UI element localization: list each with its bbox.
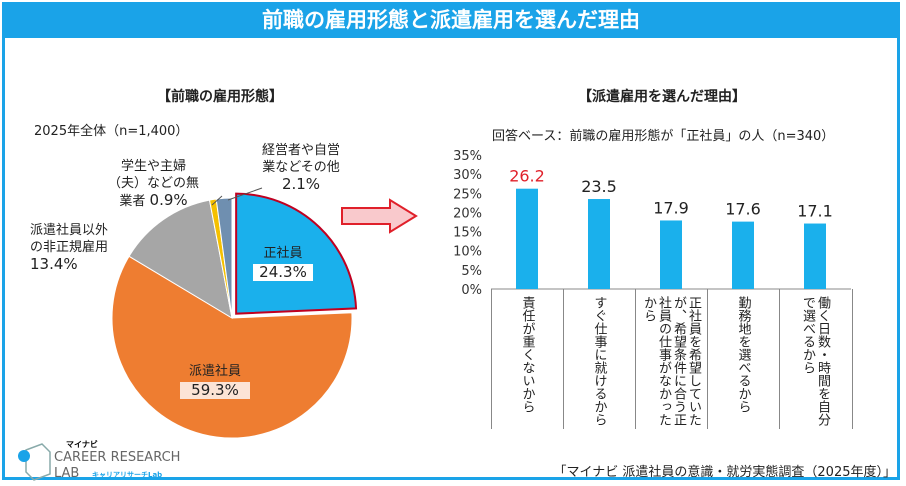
pie-slice bbox=[128, 199, 233, 320]
label-sonota-2: 業などその他 bbox=[262, 160, 340, 175]
y-tick-label: 35% bbox=[453, 149, 482, 164]
logo: マイナビ CAREER RESEARCH LAB キャリアリサーチLab bbox=[14, 440, 214, 484]
bar bbox=[732, 221, 754, 289]
x-category-cell bbox=[491, 289, 564, 429]
leader-line bbox=[211, 195, 223, 206]
x-category-cell bbox=[779, 289, 853, 429]
y-tick-label: 0% bbox=[461, 283, 482, 298]
y-tick-label: 15% bbox=[453, 226, 482, 241]
x-category-cell bbox=[635, 289, 708, 429]
pie-slice bbox=[215, 197, 233, 319]
bar bbox=[516, 188, 538, 289]
bar-value-label: 26.2 bbox=[509, 167, 545, 186]
bar bbox=[804, 223, 826, 289]
y-tick-label: 25% bbox=[453, 187, 482, 202]
value-mugyo: 0.9% bbox=[149, 191, 188, 209]
x-category-label: 勤務地を選べるから bbox=[735, 296, 751, 413]
label-mugyo-2: （夫）などの無 bbox=[108, 176, 200, 191]
label-hiseiki-2: の非正規雇用 bbox=[30, 240, 109, 255]
value-hiseiki: 13.4% bbox=[30, 255, 78, 273]
label-haken: 派遣社員 bbox=[188, 364, 241, 379]
x-category-label: 働く日数・時間を自分で選べるから bbox=[800, 296, 830, 426]
bar-value-label: 23.5 bbox=[581, 177, 617, 196]
page-title: 前職の雇用形態と派遣雇用を選んだ理由 bbox=[2, 2, 900, 38]
x-category-label: 正社員を希望していたが、希望条件に合う正社員の仕事がなかったから bbox=[641, 296, 701, 426]
logo-sub: キャリアリサーチLab bbox=[92, 471, 163, 479]
arrow-icon bbox=[341, 198, 418, 234]
logo-brand: マイナビ bbox=[66, 440, 98, 449]
pie-subtitle: 2025年全体（n=1,400） bbox=[34, 124, 189, 139]
y-tick-label: 30% bbox=[453, 168, 482, 183]
value-sonota: 2.1% bbox=[281, 175, 321, 193]
bar-value-label: 17.1 bbox=[797, 202, 833, 221]
pie-title: 【前職の雇用形態】 bbox=[157, 89, 283, 105]
bar-title: 【派遣雇用を選んだ理由】 bbox=[578, 89, 746, 105]
label-sonota: 経営者や自営 bbox=[262, 143, 341, 158]
label-hiseiki: 派遣社員以外 bbox=[30, 223, 109, 238]
logo-line1: CAREER RESEARCH bbox=[54, 450, 181, 465]
x-category-cell bbox=[707, 289, 780, 429]
logo-line2: LAB bbox=[54, 466, 80, 481]
x-category-label: すぐ仕事に就けるから bbox=[591, 296, 607, 426]
bar-value-label: 17.6 bbox=[725, 200, 761, 219]
label-seishain: 正社員 bbox=[263, 246, 303, 261]
bar-subtitle: 回答ベース：前職の雇用形態が「正社員」の人（n=340） bbox=[492, 129, 835, 144]
y-tick-label: 20% bbox=[453, 206, 482, 221]
bar bbox=[588, 199, 610, 289]
bar-value-label: 17.9 bbox=[653, 198, 689, 217]
pie-slice bbox=[235, 192, 358, 315]
leader-line bbox=[227, 187, 263, 201]
y-tick-label: 10% bbox=[453, 245, 482, 260]
bar bbox=[660, 220, 682, 289]
label-mugyo-3: 業者 bbox=[119, 194, 146, 209]
y-tick-label: 5% bbox=[461, 264, 482, 279]
pie-slice bbox=[111, 255, 353, 439]
label-mugyo: 学生や主婦 bbox=[121, 159, 187, 174]
value-haken: 59.3% bbox=[180, 382, 250, 399]
source-text: 「マイナビ 派遣社員の意識・就労実態調査（2025年度）」 bbox=[553, 465, 896, 480]
logo-cube-icon bbox=[18, 443, 51, 481]
x-category-cell bbox=[563, 289, 636, 429]
value-seishain: 24.3% bbox=[253, 264, 313, 281]
x-category-label: 責任が重くないから bbox=[519, 296, 535, 413]
